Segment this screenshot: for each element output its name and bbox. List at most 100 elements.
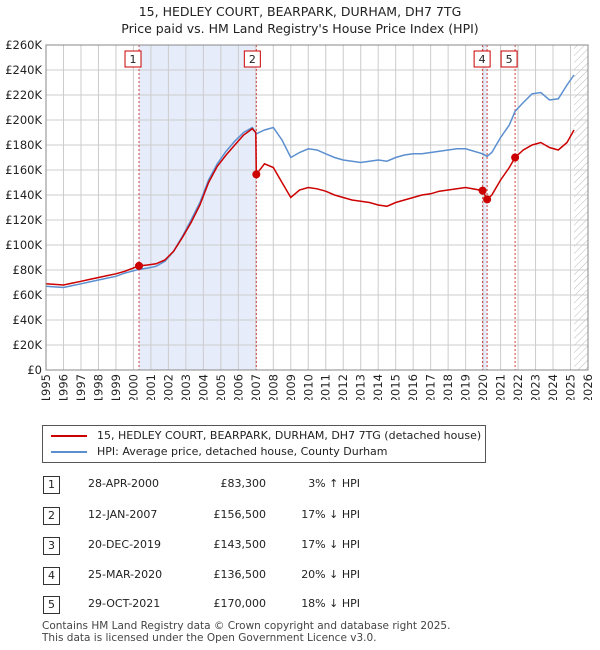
x-tick-label: 2003 — [179, 374, 193, 400]
chart-title: 15, HEDLEY COURT, BEARPARK, DURHAM, DH7 … — [138, 4, 462, 19]
x-tick-label: 2016 — [406, 374, 420, 400]
x-tick-label: 2005 — [214, 374, 228, 400]
y-tick-label: £220K — [5, 88, 42, 102]
transaction-label-box — [243, 50, 261, 68]
sale-point — [135, 261, 144, 270]
x-tick-label: 2000 — [126, 374, 140, 400]
x-tick-label: 2014 — [371, 374, 385, 400]
table-row: 4 25-MAR-2020 £136,500 20% ↓ HPI — [40, 567, 460, 587]
x-tick-label: 1996 — [56, 374, 70, 400]
table-row: 5 29-OCT-2021 £170,000 18% ↓ HPI — [40, 596, 460, 616]
plot-frame — [45, 44, 589, 371]
transaction-price: £170,000 — [213, 597, 267, 610]
y-tick-label: £0 — [27, 363, 42, 377]
transaction-hpi-change: 20% ↓ HPI — [301, 568, 360, 581]
x-tick-label: 2001 — [144, 374, 158, 400]
x-tick-label: 2024 — [546, 374, 560, 400]
x-tick-label: 2008 — [266, 374, 280, 400]
y-tick-label: £100K — [5, 238, 42, 252]
x-tick-label: 2007 — [249, 374, 263, 400]
x-tick-label: 1998 — [91, 374, 105, 400]
x-tick-label: 2021 — [494, 374, 508, 400]
legend-swatch-hpi — [51, 451, 87, 453]
transaction-number: 4 — [43, 567, 60, 585]
y-tick-label: £40K — [13, 313, 43, 327]
table-row: 3 20-DEC-2019 £143,500 17% ↓ HPI — [40, 537, 460, 557]
transaction-label: 5 — [506, 53, 513, 66]
x-tick-label: 2004 — [196, 374, 210, 400]
x-tick-label: 2002 — [161, 374, 175, 400]
transaction-label-box — [500, 50, 518, 68]
transaction-date: 20-DEC-2019 — [88, 538, 162, 551]
transaction-number: 3 — [43, 537, 60, 555]
transaction-label: 1 — [130, 53, 137, 66]
transaction-hpi-change: 18% ↓ HPI — [301, 597, 360, 610]
chart-subtitle: Price paid vs. HM Land Registry's House … — [121, 21, 479, 36]
legend-item-property: 15, HEDLEY COURT, BEARPARK, DURHAM, DH7 … — [51, 428, 481, 444]
y-tick-label: £160K — [5, 163, 42, 177]
property-series-line — [45, 127, 575, 286]
future-hatch-region — [574, 45, 588, 370]
transaction-hpi-change: 17% ↓ HPI — [301, 508, 360, 521]
x-tick-label: 2019 — [459, 374, 473, 400]
transaction-date: 28-APR-2000 — [88, 477, 160, 490]
x-tick-label: 2026 — [581, 374, 595, 400]
x-tick-label: 2013 — [354, 374, 368, 400]
footer-copyright: Contains HM Land Registry data © Crown c… — [42, 620, 451, 632]
chart-legend: 15, HEDLEY COURT, BEARPARK, DURHAM, DH7 … — [42, 425, 486, 463]
y-tick-label: £260K — [5, 38, 42, 52]
x-tick-label: 2023 — [529, 374, 543, 400]
shaded-period — [482, 45, 488, 370]
hpi-series-line — [45, 74, 575, 289]
x-tick-label: 2012 — [336, 374, 350, 400]
legend-item-hpi: HPI: Average price, detached house, Coun… — [51, 444, 388, 460]
transaction-hpi-change: 17% ↓ HPI — [301, 538, 360, 551]
price-chart: £0 £20K £40K £60K £80K £100K £120K £140K £160K £1… — [5, 38, 595, 400]
x-tick-label: 1997 — [74, 374, 88, 400]
legend-label-property: 15, HEDLEY COURT, BEARPARK, DURHAM, DH7 … — [97, 429, 482, 442]
x-tick-label: 2020 — [476, 374, 490, 400]
x-tick-label: 2022 — [511, 374, 525, 400]
transaction-price: £83,300 — [220, 477, 267, 490]
sale-point — [252, 170, 261, 179]
sale-point — [511, 153, 520, 162]
transaction-label: 4 — [479, 53, 486, 66]
transaction-hpi-change: 3% ↑ HPI — [308, 477, 360, 490]
transaction-label-box — [124, 50, 142, 68]
footer-license: This data is licensed under the Open Gov… — [42, 632, 377, 644]
transaction-price: £136,500 — [213, 568, 267, 581]
x-tick-label: 1999 — [109, 374, 123, 400]
transaction-price: £156,500 — [213, 508, 267, 521]
x-tick-label: 2006 — [231, 374, 245, 400]
transaction-number: 5 — [43, 596, 60, 614]
y-tick-label: £140K — [5, 188, 42, 202]
legend-label-hpi: HPI: Average price, detached house, Coun… — [97, 445, 388, 458]
transaction-date: 12-JAN-2007 — [88, 508, 158, 521]
x-tick-label: 2025 — [564, 374, 578, 400]
sale-point — [483, 195, 492, 204]
y-tick-label: £80K — [13, 263, 43, 277]
transaction-number: 1 — [43, 476, 60, 494]
legend-swatch-property — [51, 435, 87, 437]
transaction-label: 2 — [249, 53, 256, 66]
x-tick-label: 2011 — [319, 374, 333, 400]
x-tick-label: 2018 — [441, 374, 455, 400]
y-tick-label: £60K — [13, 288, 43, 302]
y-tick-label: £180K — [5, 138, 42, 152]
y-tick-label: £240K — [5, 63, 42, 77]
transaction-price: £143,500 — [213, 538, 267, 551]
x-tick-label: 2015 — [389, 374, 403, 400]
transaction-number: 2 — [43, 507, 60, 525]
transaction-date: 29-OCT-2021 — [88, 597, 161, 610]
table-row: 2 12-JAN-2007 £156,500 17% ↓ HPI — [40, 507, 460, 527]
x-tick-label: 2017 — [424, 374, 438, 400]
table-row: 1 28-APR-2000 £83,300 3% ↑ HPI — [40, 476, 460, 496]
x-tick-label: 1995 — [39, 374, 53, 400]
x-tick-label: 2009 — [284, 374, 298, 400]
transaction-label-box — [473, 50, 491, 68]
y-tick-label: £20K — [13, 338, 43, 352]
x-tick-label: 2010 — [301, 374, 315, 400]
transaction-date: 25-MAR-2020 — [88, 568, 163, 581]
y-tick-label: £200K — [5, 113, 42, 127]
y-tick-label: £120K — [5, 213, 42, 227]
